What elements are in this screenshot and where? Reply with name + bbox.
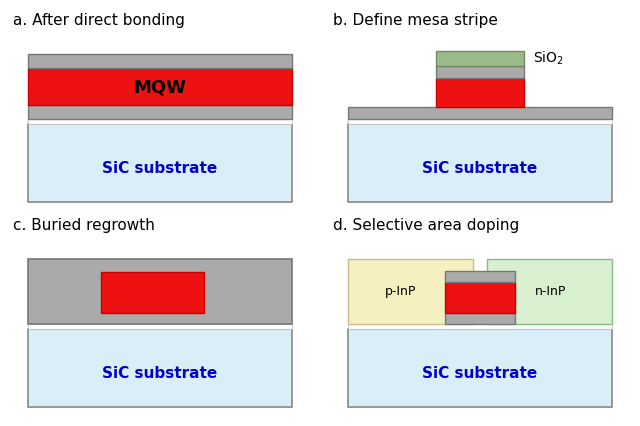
Bar [348, 330, 612, 407]
Text: b. Define mesa stripe: b. Define mesa stripe [333, 13, 498, 28]
Bar [348, 108, 612, 120]
Text: a. After direct bonding: a. After direct bonding [13, 13, 185, 28]
Bar [28, 259, 292, 325]
Bar [488, 259, 612, 325]
Text: d. Selective area doping: d. Selective area doping [333, 217, 519, 232]
Bar [28, 330, 292, 407]
Text: SiC substrate: SiC substrate [422, 161, 538, 176]
Bar [436, 67, 524, 79]
Bar [101, 272, 204, 313]
Text: SiC substrate: SiC substrate [102, 161, 218, 176]
Bar [28, 55, 292, 69]
Text: MQW: MQW [134, 78, 186, 96]
Bar [28, 125, 292, 203]
Bar [445, 271, 515, 282]
Bar [436, 79, 524, 108]
Bar [445, 282, 515, 313]
Text: n-InP: n-InP [535, 284, 566, 297]
Bar [348, 259, 473, 325]
Bar [348, 325, 612, 330]
Text: SiO$_2$: SiO$_2$ [533, 50, 564, 67]
Bar [436, 52, 524, 67]
Text: c. Buried regrowth: c. Buried regrowth [13, 217, 155, 232]
Text: p-InP: p-InP [385, 284, 416, 297]
Bar [28, 325, 292, 330]
Bar [28, 106, 292, 120]
Bar [445, 313, 515, 325]
Bar [348, 125, 612, 203]
Text: SiC substrate: SiC substrate [102, 365, 218, 380]
Text: SiC substrate: SiC substrate [422, 365, 538, 380]
Bar [348, 120, 612, 125]
Bar [28, 120, 292, 125]
Bar [28, 69, 292, 106]
